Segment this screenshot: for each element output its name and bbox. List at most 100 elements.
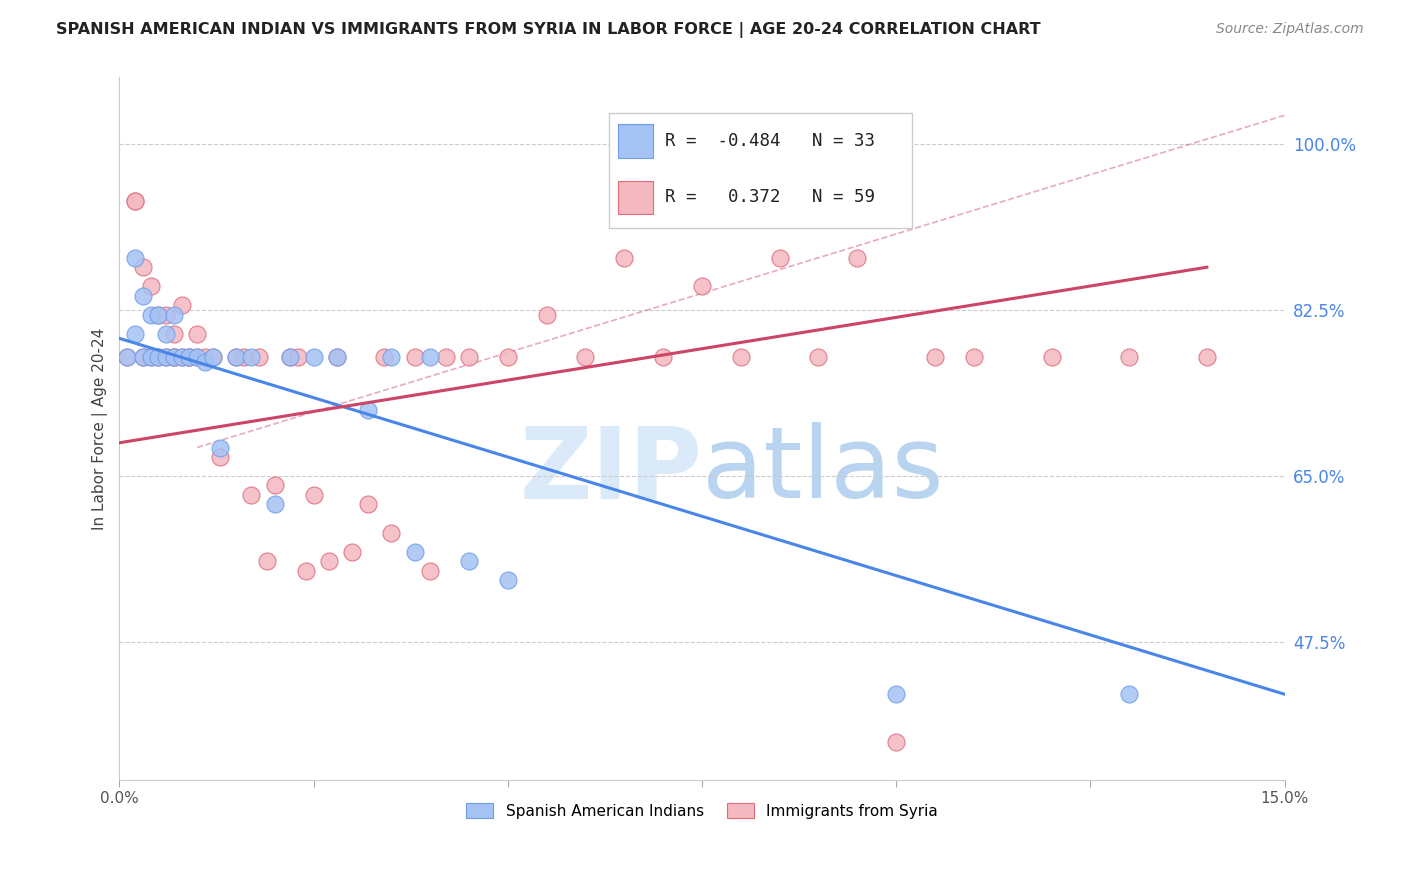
Point <box>256 554 278 568</box>
Point <box>404 351 426 365</box>
Point <box>613 251 636 265</box>
Point <box>132 351 155 365</box>
Point <box>240 351 263 365</box>
Point <box>884 687 907 701</box>
Point <box>194 355 217 369</box>
Point <box>404 545 426 559</box>
Point <box>240 488 263 502</box>
Point <box>170 298 193 312</box>
Point <box>179 351 201 365</box>
Point <box>132 260 155 275</box>
Point <box>846 251 869 265</box>
Point <box>155 326 177 341</box>
Point <box>163 326 186 341</box>
Point <box>148 308 170 322</box>
Point <box>132 351 155 365</box>
Point <box>263 478 285 492</box>
Point <box>155 351 177 365</box>
Point <box>326 351 349 365</box>
Point <box>302 351 325 365</box>
Point <box>263 498 285 512</box>
Legend: Spanish American Indians, Immigrants from Syria: Spanish American Indians, Immigrants fro… <box>460 797 945 824</box>
Point <box>536 308 558 322</box>
Point <box>807 351 830 365</box>
Point <box>884 734 907 748</box>
Point <box>155 351 177 365</box>
Y-axis label: In Labor Force | Age 20-24: In Labor Force | Age 20-24 <box>93 327 108 530</box>
Point <box>924 351 946 365</box>
Point <box>148 308 170 322</box>
Point <box>148 351 170 365</box>
Point <box>124 194 146 208</box>
Point <box>225 351 247 365</box>
Point <box>139 279 162 293</box>
Point <box>730 351 752 365</box>
Point <box>380 525 402 540</box>
Point <box>155 308 177 322</box>
Point <box>1118 351 1140 365</box>
Point <box>115 351 138 365</box>
Text: R =  -0.484   N = 33: R = -0.484 N = 33 <box>665 132 875 150</box>
Text: R =   0.372   N = 59: R = 0.372 N = 59 <box>665 188 875 206</box>
Point <box>1118 687 1140 701</box>
Point <box>496 351 519 365</box>
Point <box>209 450 232 464</box>
Point <box>652 351 675 365</box>
Point <box>318 554 340 568</box>
Point <box>163 351 186 365</box>
Point <box>373 351 395 365</box>
Point <box>769 251 792 265</box>
Point <box>232 351 254 365</box>
Point <box>186 351 208 365</box>
Point <box>458 554 481 568</box>
Text: atlas: atlas <box>702 422 943 519</box>
Text: ZIP: ZIP <box>519 422 702 519</box>
Point <box>247 351 270 365</box>
Point <box>124 326 146 341</box>
Point <box>132 288 155 302</box>
Point <box>357 498 380 512</box>
FancyBboxPatch shape <box>619 125 652 158</box>
Point <box>170 351 193 365</box>
Point <box>496 574 519 588</box>
Point <box>1195 351 1218 365</box>
Point <box>186 351 208 365</box>
Point <box>186 326 208 341</box>
Point <box>278 351 301 365</box>
Point <box>209 441 232 455</box>
Point <box>194 351 217 365</box>
Point <box>278 351 301 365</box>
Point <box>434 351 457 365</box>
FancyBboxPatch shape <box>609 112 911 228</box>
Point <box>1040 351 1063 365</box>
Point <box>179 351 201 365</box>
Point <box>295 564 318 578</box>
Point <box>163 308 186 322</box>
Point <box>302 488 325 502</box>
Point <box>380 351 402 365</box>
Point <box>170 351 193 365</box>
Point <box>179 351 201 365</box>
Point <box>419 564 441 578</box>
Point <box>357 402 380 417</box>
Point <box>287 351 309 365</box>
Point <box>124 194 146 208</box>
Point <box>148 351 170 365</box>
Point <box>201 351 224 365</box>
Point <box>115 351 138 365</box>
Point <box>139 308 162 322</box>
Point <box>458 351 481 365</box>
Point <box>342 545 364 559</box>
Point <box>163 351 186 365</box>
Point <box>690 279 713 293</box>
Point <box>963 351 986 365</box>
Point <box>326 351 349 365</box>
Point <box>419 351 441 365</box>
Point <box>139 351 162 365</box>
Point <box>124 251 146 265</box>
Point <box>574 351 596 365</box>
FancyBboxPatch shape <box>619 181 652 214</box>
Text: Source: ZipAtlas.com: Source: ZipAtlas.com <box>1216 22 1364 37</box>
Text: SPANISH AMERICAN INDIAN VS IMMIGRANTS FROM SYRIA IN LABOR FORCE | AGE 20-24 CORR: SPANISH AMERICAN INDIAN VS IMMIGRANTS FR… <box>56 22 1040 38</box>
Point <box>225 351 247 365</box>
